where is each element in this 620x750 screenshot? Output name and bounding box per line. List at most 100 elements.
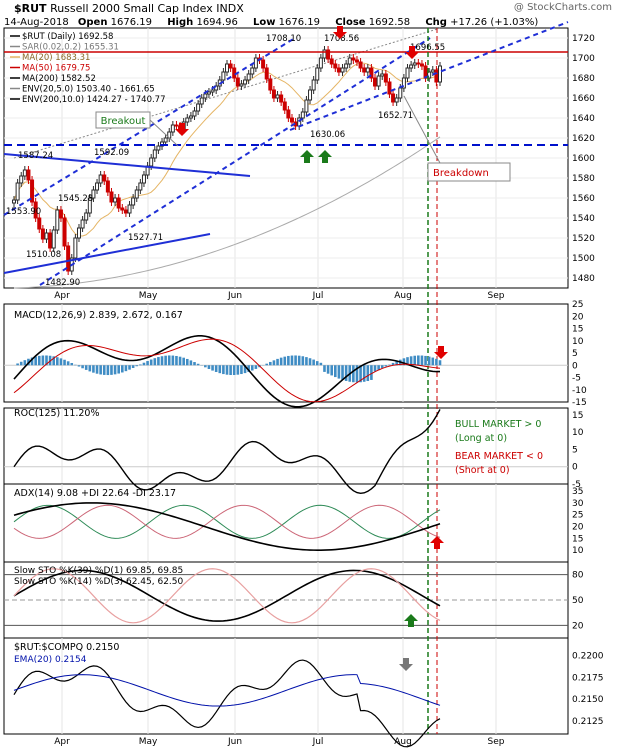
macd-histogram-bar <box>413 355 417 366</box>
macd-histogram-bar <box>175 355 178 366</box>
candle-body <box>282 101 287 111</box>
macd-histogram-bar <box>77 365 81 367</box>
candle-body <box>235 77 240 87</box>
candle-body <box>120 207 125 211</box>
macd-histogram-bar <box>30 357 34 366</box>
candle-body <box>221 71 226 81</box>
candle-body <box>405 67 410 79</box>
candle-body <box>58 209 63 219</box>
macd-histogram-bar <box>232 365 236 376</box>
macd-histogram-bar <box>214 365 218 372</box>
support-trendline <box>3 233 211 274</box>
price-tick-label: 1480 <box>572 274 595 284</box>
price-label: 1592.09 <box>94 148 129 158</box>
macd-histogram-bar <box>66 361 70 366</box>
candle-body <box>239 83 244 87</box>
macd-histogram-bar <box>366 365 370 382</box>
candle-body <box>261 59 266 69</box>
indicator-tick-label: 10 <box>572 337 584 347</box>
price-tick-label: 1520 <box>572 234 595 244</box>
indicator-tick-label: 0 <box>572 463 578 473</box>
price-tick-label: 1600 <box>572 154 595 164</box>
macd-histogram-bar <box>431 357 435 366</box>
macd-histogram-bar <box>37 355 41 366</box>
macd-histogram-bar <box>92 365 95 373</box>
macd-histogram-bar <box>334 365 337 378</box>
macd-histogram-bar <box>124 365 128 372</box>
price-label: 1545.28 <box>58 194 93 204</box>
macd-histogram-bar <box>417 355 420 366</box>
indicator-tick-label: -15 <box>572 398 587 408</box>
month-label: Sep <box>488 291 505 301</box>
macd-histogram-bar <box>297 355 301 366</box>
candle-body <box>289 117 294 123</box>
indicator-tick-label: 80 <box>572 571 584 581</box>
macd-histogram-bar <box>121 365 124 373</box>
ohlc-line: 14-Aug-2018 Open 1676.19 High 1694.96 Lo… <box>4 17 539 28</box>
legend-entry-0: $RUT (Daily) 1692.58 <box>22 32 113 42</box>
indicator-tick-label: -5 <box>572 374 581 384</box>
macd-histogram-bar <box>290 355 294 366</box>
legend-entry-5: ENV(20,5.0) 1503.40 - 1661.65 <box>22 85 155 95</box>
candle-body <box>268 78 273 91</box>
upper-channel-line <box>289 21 569 131</box>
price-tick-label: 1700 <box>572 54 595 64</box>
candle-body <box>149 157 154 167</box>
candle-body <box>409 64 414 69</box>
macd-histogram-bar <box>236 365 240 375</box>
month-label: Apr <box>54 737 70 747</box>
candle-body <box>318 57 323 69</box>
bull-note-sub: (Long at 0) <box>455 433 507 444</box>
macd-histogram-bar <box>196 363 200 366</box>
ma20-line <box>13 62 441 237</box>
macd-histogram-bar <box>370 365 373 380</box>
candle-body <box>311 79 316 91</box>
indicator-tick-label: 15 <box>572 534 583 544</box>
indicator-tick-label: 35 <box>572 487 583 497</box>
macd-histogram-bar <box>222 365 225 375</box>
macd-histogram-bar <box>84 365 88 370</box>
macd-histogram-bar <box>265 363 269 366</box>
macd-histogram-bar <box>359 365 362 383</box>
bear-note-sub: (Short at 0) <box>455 465 510 476</box>
breakdown-box <box>427 162 511 182</box>
price-label: 1708.10 <box>266 34 301 44</box>
candle-body <box>98 174 103 184</box>
legend-entry-6: ENV(200,10.0) 1424.27 - 1740.77 <box>22 95 166 105</box>
candle-body <box>434 69 439 83</box>
candle-body <box>329 58 334 65</box>
macd-histogram-bar <box>185 358 189 366</box>
candle-body <box>192 110 197 117</box>
index-name: Russell 2000 Small Cap Index <box>50 2 213 15</box>
candle-body <box>185 117 190 123</box>
macd-histogram-bar <box>330 365 333 376</box>
macd-histogram-bar <box>131 365 135 368</box>
green-up-arrow <box>300 150 314 163</box>
candle-body <box>326 49 331 60</box>
candle-body <box>225 63 229 73</box>
macd-histogram-bar <box>106 365 110 376</box>
macd-histogram-bar <box>287 355 290 366</box>
macd-histogram-bar <box>139 364 142 366</box>
candle-body <box>387 81 392 95</box>
macd-histogram-bar <box>427 356 431 366</box>
macd-histogram-bar <box>34 356 37 366</box>
breakdown-pointer <box>403 95 441 164</box>
macd-histogram-bar <box>23 360 27 366</box>
macd-histogram-bar <box>279 357 283 366</box>
candle-body <box>174 124 179 127</box>
month-label: Apr <box>54 291 70 301</box>
price-label: 1587.24 <box>18 151 53 161</box>
exchange: INDX <box>216 2 244 15</box>
source-credit: @ StockCharts.com <box>513 2 612 13</box>
candle-body <box>170 124 175 133</box>
macd-line <box>13 335 441 408</box>
breakout-pointer <box>149 119 179 147</box>
macd-histogram-bar <box>225 365 229 375</box>
candle-body <box>394 97 399 103</box>
candle-body <box>76 227 81 239</box>
price-tick-label: 1620 <box>572 134 595 144</box>
rut-compq-line <box>13 659 441 748</box>
roc-line <box>13 409 441 495</box>
candle-body <box>91 189 96 199</box>
